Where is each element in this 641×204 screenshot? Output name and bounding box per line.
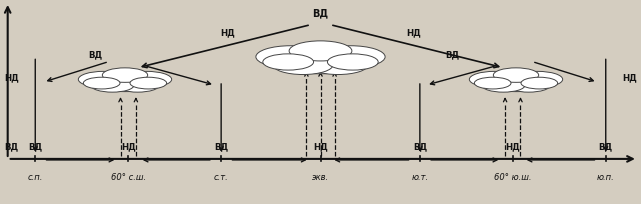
Circle shape: [130, 78, 167, 90]
Circle shape: [90, 79, 134, 93]
Text: НД: НД: [505, 142, 520, 151]
Text: ВД: ВД: [413, 142, 427, 151]
Text: ВД: ВД: [312, 8, 329, 18]
Circle shape: [103, 69, 147, 83]
Text: ВД: ВД: [28, 142, 42, 151]
Circle shape: [507, 79, 551, 93]
Text: с.п.: с.п.: [28, 172, 43, 181]
Text: НД: НД: [4, 73, 19, 82]
Circle shape: [122, 72, 172, 88]
Text: ю.т.: ю.т.: [412, 172, 428, 181]
Text: с.т.: с.т.: [213, 172, 229, 181]
Circle shape: [308, 56, 368, 75]
Circle shape: [481, 79, 525, 93]
Text: НД: НД: [220, 28, 235, 37]
Circle shape: [328, 55, 378, 71]
Text: ВД: ВД: [445, 50, 459, 59]
Text: НД: НД: [121, 142, 136, 151]
Circle shape: [78, 72, 128, 88]
Circle shape: [469, 72, 519, 88]
Circle shape: [513, 72, 563, 88]
Text: ВД: ВД: [214, 142, 228, 151]
Text: НД: НД: [406, 28, 421, 37]
Text: ВД: ВД: [88, 50, 102, 59]
Circle shape: [116, 79, 160, 93]
Circle shape: [277, 47, 364, 74]
Text: ВД: ВД: [599, 142, 613, 151]
Circle shape: [263, 55, 313, 71]
Text: НД: НД: [622, 73, 637, 82]
Text: 60° с.ш.: 60° с.ш.: [111, 172, 146, 181]
Text: ю.п.: ю.п.: [597, 172, 615, 181]
Circle shape: [94, 72, 156, 92]
Text: НД: НД: [313, 142, 328, 151]
Circle shape: [289, 42, 352, 62]
Circle shape: [83, 78, 120, 90]
Circle shape: [521, 78, 558, 90]
Circle shape: [316, 47, 385, 69]
Circle shape: [485, 72, 547, 92]
Circle shape: [273, 56, 333, 75]
Text: экв.: экв.: [312, 172, 329, 181]
Circle shape: [256, 47, 325, 69]
Text: 60° ю.ш.: 60° ю.ш.: [494, 172, 531, 181]
Text: ВД: ВД: [4, 142, 19, 151]
Circle shape: [474, 78, 511, 90]
Circle shape: [494, 69, 538, 83]
